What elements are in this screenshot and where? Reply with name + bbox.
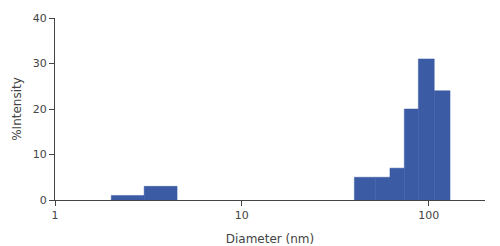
svg-text:100: 100 <box>418 209 439 222</box>
svg-text:30: 30 <box>33 57 47 70</box>
svg-text:10: 10 <box>33 148 47 161</box>
svg-text:1: 1 <box>52 209 59 222</box>
svg-text:40: 40 <box>33 12 47 25</box>
svg-text:10: 10 <box>235 209 249 222</box>
svg-text:0: 0 <box>40 194 47 207</box>
svg-text:20: 20 <box>33 103 47 116</box>
svg-text:Diameter (nm): Diameter (nm) <box>226 232 315 246</box>
svg-text:%Intensity: %Intensity <box>10 77 24 141</box>
